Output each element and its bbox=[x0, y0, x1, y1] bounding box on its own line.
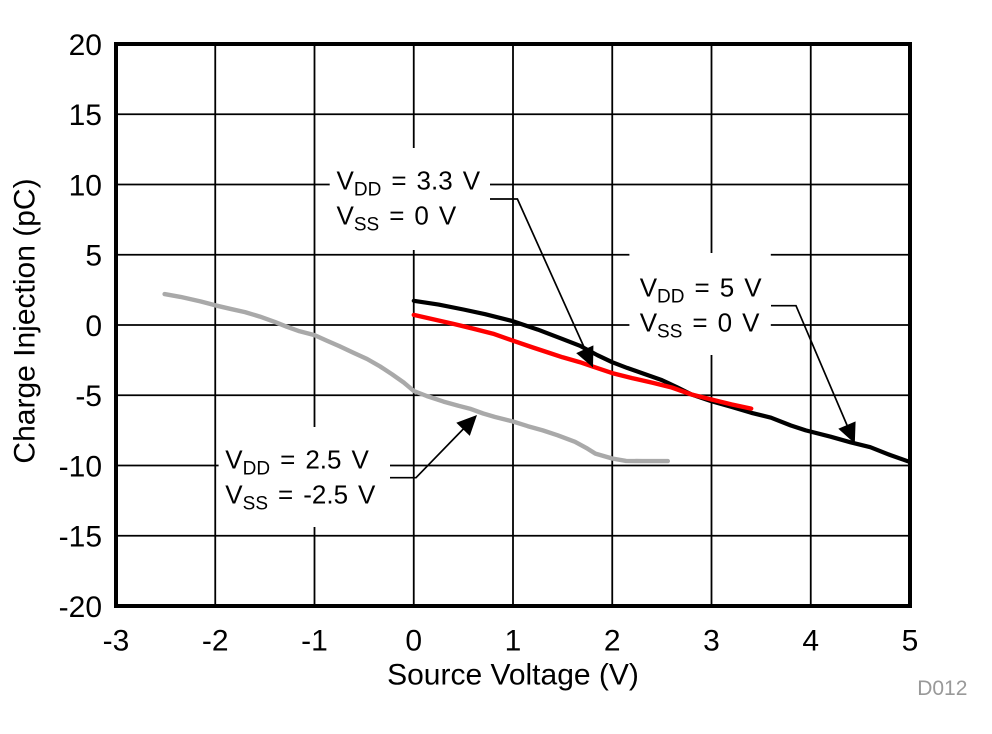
svg-text:5: 5 bbox=[902, 625, 919, 658]
svg-text:15: 15 bbox=[69, 99, 102, 132]
svg-text:-5: -5 bbox=[75, 380, 102, 413]
svg-text:10: 10 bbox=[69, 169, 102, 202]
svg-text:VSS = -2.5 V: VSS = -2.5 V bbox=[225, 480, 376, 515]
svg-text:Charge Injection (pC): Charge Injection (pC) bbox=[8, 178, 41, 463]
svg-text:20: 20 bbox=[69, 29, 102, 62]
svg-text:1: 1 bbox=[505, 625, 522, 658]
svg-text:4: 4 bbox=[802, 625, 819, 658]
svg-text:-20: -20 bbox=[59, 591, 102, 624]
svg-text:Source Voltage (V): Source Voltage (V) bbox=[387, 659, 639, 692]
svg-text:-1: -1 bbox=[301, 625, 328, 658]
svg-text:-10: -10 bbox=[59, 450, 102, 483]
svg-text:2: 2 bbox=[604, 625, 621, 658]
svg-text:-3: -3 bbox=[103, 625, 130, 658]
svg-text:VSS = 0 V: VSS = 0 V bbox=[337, 201, 457, 236]
svg-text:VDD = 2.5 V: VDD = 2.5 V bbox=[225, 445, 369, 480]
svg-text:0: 0 bbox=[85, 310, 102, 343]
svg-text:D012: D012 bbox=[917, 677, 967, 700]
svg-text:0: 0 bbox=[405, 625, 422, 658]
svg-text:5: 5 bbox=[85, 240, 102, 273]
svg-text:-15: -15 bbox=[59, 521, 102, 554]
svg-text:-2: -2 bbox=[202, 625, 229, 658]
svg-text:VSS = 0 V: VSS = 0 V bbox=[640, 308, 760, 343]
svg-text:3: 3 bbox=[703, 625, 720, 658]
